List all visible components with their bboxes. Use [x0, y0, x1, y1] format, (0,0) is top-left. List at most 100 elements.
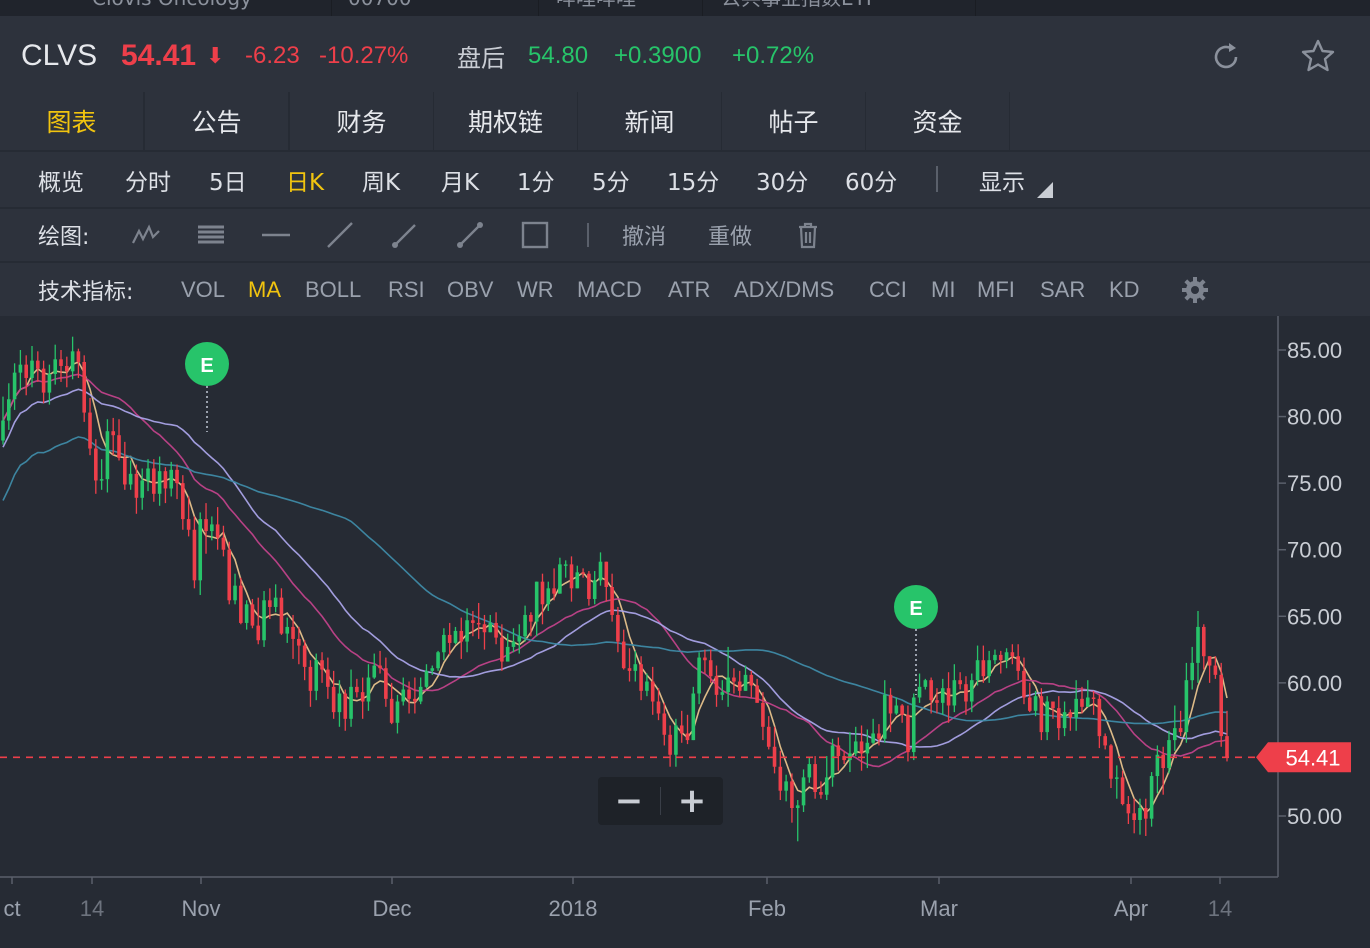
candle-body — [366, 677, 371, 702]
refresh-icon[interactable] — [1209, 40, 1243, 74]
symbol-tab-bilibili[interactable]: 哔哩哔哩 — [540, 0, 703, 16]
indicator-wr[interactable]: WR — [517, 276, 554, 302]
candle-body — [233, 585, 237, 601]
tab-options-chain[interactable]: 期权链 — [434, 92, 577, 150]
candle-body — [685, 733, 690, 741]
indicator-obv[interactable]: OBV — [447, 276, 494, 302]
period-intraday[interactable]: 分时 — [125, 169, 171, 196]
redo-button[interactable]: 重做 — [708, 225, 753, 250]
indicator-rsi[interactable]: RSI — [388, 276, 425, 302]
candle-body — [59, 359, 63, 366]
zoom-out-button[interactable]: − — [614, 781, 644, 821]
symbol-tab-etf[interactable]: 公共事业指数ETF — [705, 0, 976, 16]
indicator-macd[interactable]: MACD — [577, 276, 642, 302]
candle-body — [1, 420, 5, 441]
horizontal-line-tool-icon[interactable] — [260, 223, 292, 247]
candle-body — [273, 597, 278, 607]
indicator-cci[interactable]: CCI — [869, 276, 907, 302]
period-5min[interactable]: 5分 — [592, 169, 630, 196]
period-15min[interactable]: 15分 — [667, 169, 720, 196]
indicator-atr[interactable]: ATR — [668, 276, 711, 302]
tab-financials[interactable]: 财务 — [290, 92, 433, 150]
candle-body — [859, 741, 864, 754]
indicator-sar[interactable]: SAR — [1040, 276, 1086, 302]
trend-line-tool-icon[interactable] — [455, 220, 485, 250]
candle-body — [175, 469, 179, 484]
tab-capital-flow[interactable]: 资金 — [866, 92, 1009, 150]
period-60min[interactable]: 60分 — [845, 169, 898, 196]
period-1min[interactable]: 1分 — [517, 169, 555, 196]
candle-body — [1138, 808, 1142, 820]
indicator-ma[interactable]: MA — [248, 276, 281, 302]
period-5day[interactable]: 5日 — [209, 169, 247, 196]
period-selector: 概览 分时 5日 日K 周K 月K 1分 5分 15分 30分 60分 显示 — [0, 152, 1370, 207]
period-monthly-k[interactable]: 月K — [441, 169, 480, 196]
moving-average-line — [2, 388, 1228, 748]
period-overview[interactable]: 概览 — [38, 169, 84, 196]
candle-body — [801, 777, 806, 806]
candle-body — [517, 636, 522, 642]
candle-body — [227, 549, 232, 601]
candle-body — [476, 622, 481, 625]
candle-body — [952, 680, 957, 706]
candle-body — [1062, 712, 1067, 729]
candle-body — [714, 676, 719, 695]
tab-chart[interactable]: 图表 — [0, 92, 143, 150]
candle-body — [726, 677, 730, 693]
candle-body — [911, 697, 916, 753]
indicator-adx-dms[interactable]: ADX/DMS — [734, 276, 835, 302]
candle-body — [1219, 674, 1223, 737]
candle-body — [853, 741, 858, 754]
indicator-vol[interactable]: VOL — [181, 276, 226, 302]
candle-body — [877, 733, 881, 739]
symbol-tab-label: 哔哩哔哩 — [540, 0, 636, 10]
period-30min[interactable]: 30分 — [756, 169, 809, 196]
ray-line-tool-icon[interactable] — [325, 220, 355, 250]
chart-canvas[interactable]: 85.00 80.00 75.00 70.00 65.00 60.00 50.00 ct 14 N… — [0, 316, 1370, 948]
display-menu[interactable]: 显示 — [979, 169, 1025, 196]
candle-body — [645, 681, 649, 691]
candle-body — [1149, 776, 1154, 819]
symbol-tab-clovis[interactable]: Clovis Oncology — [76, 0, 332, 16]
polyline-tool-icon[interactable] — [131, 223, 161, 247]
candle-body — [581, 572, 585, 574]
favorite-star-icon[interactable] — [1299, 38, 1337, 74]
candle-body — [720, 692, 725, 695]
indicator-mfi[interactable]: MFI — [977, 276, 1015, 302]
indicator-kd[interactable]: KD — [1109, 276, 1140, 302]
tab-posts[interactable]: 帖子 — [722, 92, 865, 150]
gear-icon[interactable] — [1180, 275, 1210, 305]
dropdown-corner-icon — [1037, 182, 1053, 198]
undo-button[interactable]: 撤消 — [622, 225, 667, 250]
candlestick-chart[interactable]: 85.00 80.00 75.00 70.00 65.00 60.00 50.00 ct 14 N… — [0, 316, 1370, 948]
candle-body — [378, 665, 382, 669]
candle-body — [563, 564, 568, 566]
candle-body — [1172, 728, 1177, 741]
moving-average-line — [2, 360, 1228, 815]
candle-body — [41, 368, 46, 393]
tab-news[interactable]: 新闻 — [578, 92, 721, 150]
candle-body — [1143, 808, 1148, 819]
current-price-tag — [1256, 742, 1351, 773]
indicator-mi[interactable]: MI — [931, 276, 956, 302]
divider — [660, 787, 661, 815]
rectangle-tool-icon[interactable] — [520, 220, 550, 250]
tab-announcements[interactable]: 公告 — [145, 92, 288, 150]
segment-tool-icon[interactable] — [390, 220, 420, 250]
symbol-tab-strip: Clovis Oncology 00700 哔哩哔哩 公共事业指数ETF — [0, 0, 1370, 16]
candle-body — [923, 680, 928, 687]
candle-body — [755, 685, 759, 703]
candle-body — [819, 792, 823, 795]
period-weekly-k[interactable]: 周K — [362, 169, 401, 196]
symbol-tab-00700[interactable]: 00700 — [332, 0, 539, 16]
indicator-boll[interactable]: BOLL — [305, 276, 362, 302]
candle-body — [1225, 736, 1229, 758]
trash-icon[interactable] — [796, 221, 820, 249]
candle-body — [111, 431, 116, 436]
zoom-in-button[interactable]: + — [677, 781, 707, 821]
fibonacci-tool-icon[interactable] — [196, 223, 226, 247]
ticker-symbol: CLVS — [21, 39, 98, 72]
period-daily-k[interactable]: 日K — [286, 169, 325, 196]
candle-body — [975, 660, 980, 681]
candle-body — [36, 360, 40, 369]
